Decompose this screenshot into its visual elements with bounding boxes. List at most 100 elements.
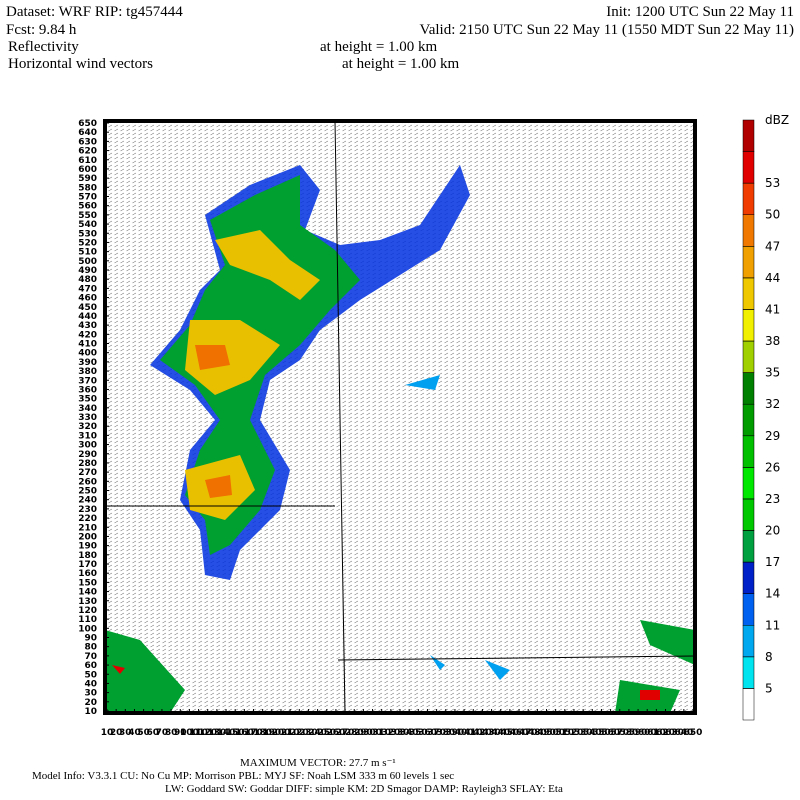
colorbar-box — [742, 403, 755, 437]
y-tick-label: 290 — [78, 450, 97, 460]
wind-vectors — [105, 121, 695, 713]
y-tick-label: 370 — [78, 376, 97, 386]
colorbar-label: 17 — [765, 555, 780, 569]
x-tick-label: 120 — [198, 728, 217, 738]
field-name: Horizontal wind vectors — [8, 56, 153, 72]
x-tick-label: 330 — [391, 728, 410, 738]
y-tick-label: 360 — [78, 385, 97, 395]
x-tick-label: 10 — [101, 728, 114, 738]
y-tick-label: 530 — [78, 229, 97, 239]
y-tick-label: 270 — [78, 468, 97, 478]
x-tick-label: 90 — [174, 728, 187, 738]
colorbar-box — [742, 656, 755, 689]
x-tick-label: 480 — [528, 728, 547, 738]
colorbar-box — [742, 151, 755, 184]
y-tick-label: 440 — [78, 312, 97, 322]
y-tick-label: 510 — [78, 248, 97, 258]
x-tick-label: 80 — [165, 728, 178, 738]
x-tick-label: 430 — [482, 728, 501, 738]
x-tick-label: 280 — [345, 728, 364, 738]
y-tick-label: 400 — [78, 349, 97, 359]
x-tick-label: 170 — [244, 728, 263, 738]
y-tick-label: 150 — [78, 578, 97, 588]
y-tick-label: 420 — [78, 330, 97, 340]
y-tick-label: 100 — [78, 624, 97, 634]
y-tick-label: 40 — [84, 679, 97, 689]
colorbar-label: 53 — [765, 176, 780, 190]
y-tick-label: 110 — [78, 615, 97, 625]
y-tick-label: 310 — [78, 431, 97, 441]
x-tick-label: 220 — [290, 728, 309, 738]
colorbar-box — [742, 561, 755, 594]
x-tick-label: 500 — [546, 728, 565, 738]
colorbar-box — [742, 467, 755, 500]
x-tick-label: 600 — [638, 728, 657, 738]
y-tick-label: 480 — [78, 275, 97, 285]
max-vector: MAXIMUM VECTOR: 27.7 m s⁻¹ — [240, 757, 396, 769]
y-tick-label: 520 — [78, 238, 97, 248]
y-tick-label: 190 — [78, 542, 97, 552]
y-tick-label: 90 — [84, 634, 97, 644]
x-tick-label: 70 — [156, 728, 169, 738]
colorbar-label: 11 — [765, 618, 780, 632]
colorbar-box — [742, 214, 755, 247]
y-tick-label: 70 — [84, 652, 97, 662]
x-tick-label: 610 — [647, 728, 666, 738]
colorbar-label: 26 — [765, 460, 780, 474]
colorbar-label: 23 — [765, 492, 780, 506]
x-tick-label: 40 — [128, 728, 141, 738]
colorbar-label: 47 — [765, 239, 780, 253]
x-tick-label: 270 — [336, 728, 355, 738]
field-name: Reflectivity — [8, 39, 79, 55]
y-tick-label: 240 — [78, 496, 97, 506]
x-tick-label: 390 — [446, 728, 465, 738]
colorbar-box — [742, 182, 755, 215]
y-tick-label: 300 — [78, 441, 97, 451]
colorbar-box — [742, 625, 755, 658]
x-tick-label: 210 — [281, 728, 300, 738]
y-tick-label: 200 — [78, 532, 97, 542]
colorbar-box — [742, 435, 755, 468]
x-tick-label: 140 — [217, 728, 236, 738]
colorbar: 5 8 11 14 17 20 23 26 29 32 35 38 41 44 47 50 53 — [742, 119, 780, 721]
x-tick-label: 560 — [601, 728, 620, 738]
x-tick-label: 440 — [491, 728, 510, 738]
y-tick-label: 490 — [78, 266, 97, 276]
y-tick-label: 180 — [78, 551, 97, 561]
y-tick-label: 350 — [78, 395, 97, 405]
y-tick-label: 60 — [84, 661, 97, 671]
x-tick-label: 570 — [610, 728, 629, 738]
field-height: at height = 1.00 km — [342, 56, 460, 72]
x-tick-label: 620 — [656, 728, 675, 738]
x-tick-label: 640 — [674, 728, 693, 738]
y-tick-label: 340 — [78, 404, 97, 414]
y-tick-label: 410 — [78, 340, 97, 350]
reflectivity — [105, 165, 695, 713]
y-tick-label: 250 — [78, 487, 97, 497]
colorbar-label: 44 — [765, 271, 780, 285]
y-tick-label: 390 — [78, 358, 97, 368]
x-tick-label: 490 — [537, 728, 556, 738]
colorbar-box — [742, 593, 755, 626]
colorbar-label: 20 — [765, 524, 780, 538]
y-tick-label: 140 — [78, 588, 97, 598]
colorbar-box — [742, 340, 755, 373]
x-tick-label: 110 — [189, 728, 208, 738]
y-tick-label: 80 — [84, 643, 97, 653]
y-tick-label: 220 — [78, 514, 97, 524]
x-tick-label: 510 — [555, 728, 574, 738]
y-tick-label: 330 — [78, 413, 97, 423]
x-tick-label: 460 — [510, 728, 529, 738]
y-tick-label: 540 — [78, 220, 97, 230]
dataset: Dataset: WRF RIP: tg457444 — [6, 4, 183, 20]
y-tick-label: 430 — [78, 321, 97, 331]
colorbar-box — [742, 498, 755, 531]
y-tick-label: 280 — [78, 459, 97, 469]
x-tick-label: 150 — [226, 728, 245, 738]
x-tick-label: 380 — [436, 728, 455, 738]
y-tick-label: 600 — [78, 165, 97, 175]
x-tick-label: 290 — [354, 728, 373, 738]
y-tick-label: 320 — [78, 422, 97, 432]
x-tick-label: 470 — [519, 728, 538, 738]
